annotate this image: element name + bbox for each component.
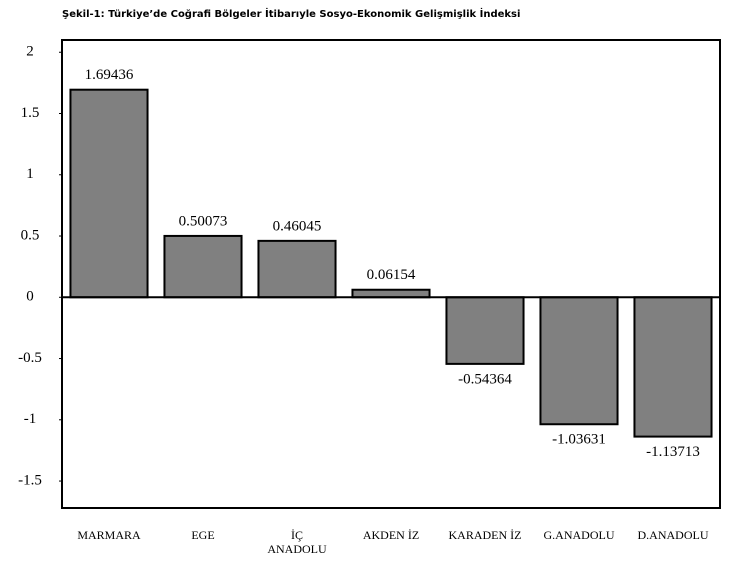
y-tick-label: -0.5 bbox=[18, 350, 42, 366]
x-tick-label: İÇ ANADOLU bbox=[267, 528, 327, 556]
x-tick-label: D.ANADOLU bbox=[637, 528, 709, 542]
x-tick-label: G.ANADOLU bbox=[543, 528, 615, 542]
x-tick-label: MARMARA bbox=[77, 528, 141, 542]
data-label: 0.50073 bbox=[179, 213, 228, 229]
y-tick-label: -1 bbox=[24, 411, 37, 427]
data-label: -1.03631 bbox=[552, 432, 606, 448]
y-tick-label: 0.5 bbox=[21, 227, 40, 243]
chart-title: Şekil-1: Türkiye’de Coğrafi Bölgeler İti… bbox=[62, 6, 520, 20]
data-label: -1.13713 bbox=[646, 444, 700, 460]
x-tick-label: EGE bbox=[191, 528, 215, 542]
bar bbox=[163, 234, 243, 299]
y-tick-label: 0 bbox=[26, 289, 34, 305]
bar bbox=[445, 296, 525, 365]
bar bbox=[351, 288, 431, 299]
x-tick-label: AKDEN İZ bbox=[362, 528, 420, 542]
data-label: -0.54364 bbox=[458, 371, 512, 387]
x-tick-label: KARADEN İZ bbox=[448, 528, 522, 542]
data-label: 1.69436 bbox=[85, 67, 134, 83]
data-label: 0.46045 bbox=[273, 218, 322, 234]
bar bbox=[69, 88, 149, 299]
y-tick-label: -1.5 bbox=[18, 472, 42, 488]
y-tick-label: 2 bbox=[26, 44, 34, 60]
bar bbox=[539, 296, 619, 426]
y-tick-label: 1.5 bbox=[21, 105, 40, 121]
plot-frame bbox=[61, 39, 721, 509]
bar bbox=[633, 296, 713, 438]
y-tick-label: 1 bbox=[26, 166, 34, 182]
bar bbox=[257, 239, 337, 299]
data-label: 0.06154 bbox=[367, 267, 416, 283]
